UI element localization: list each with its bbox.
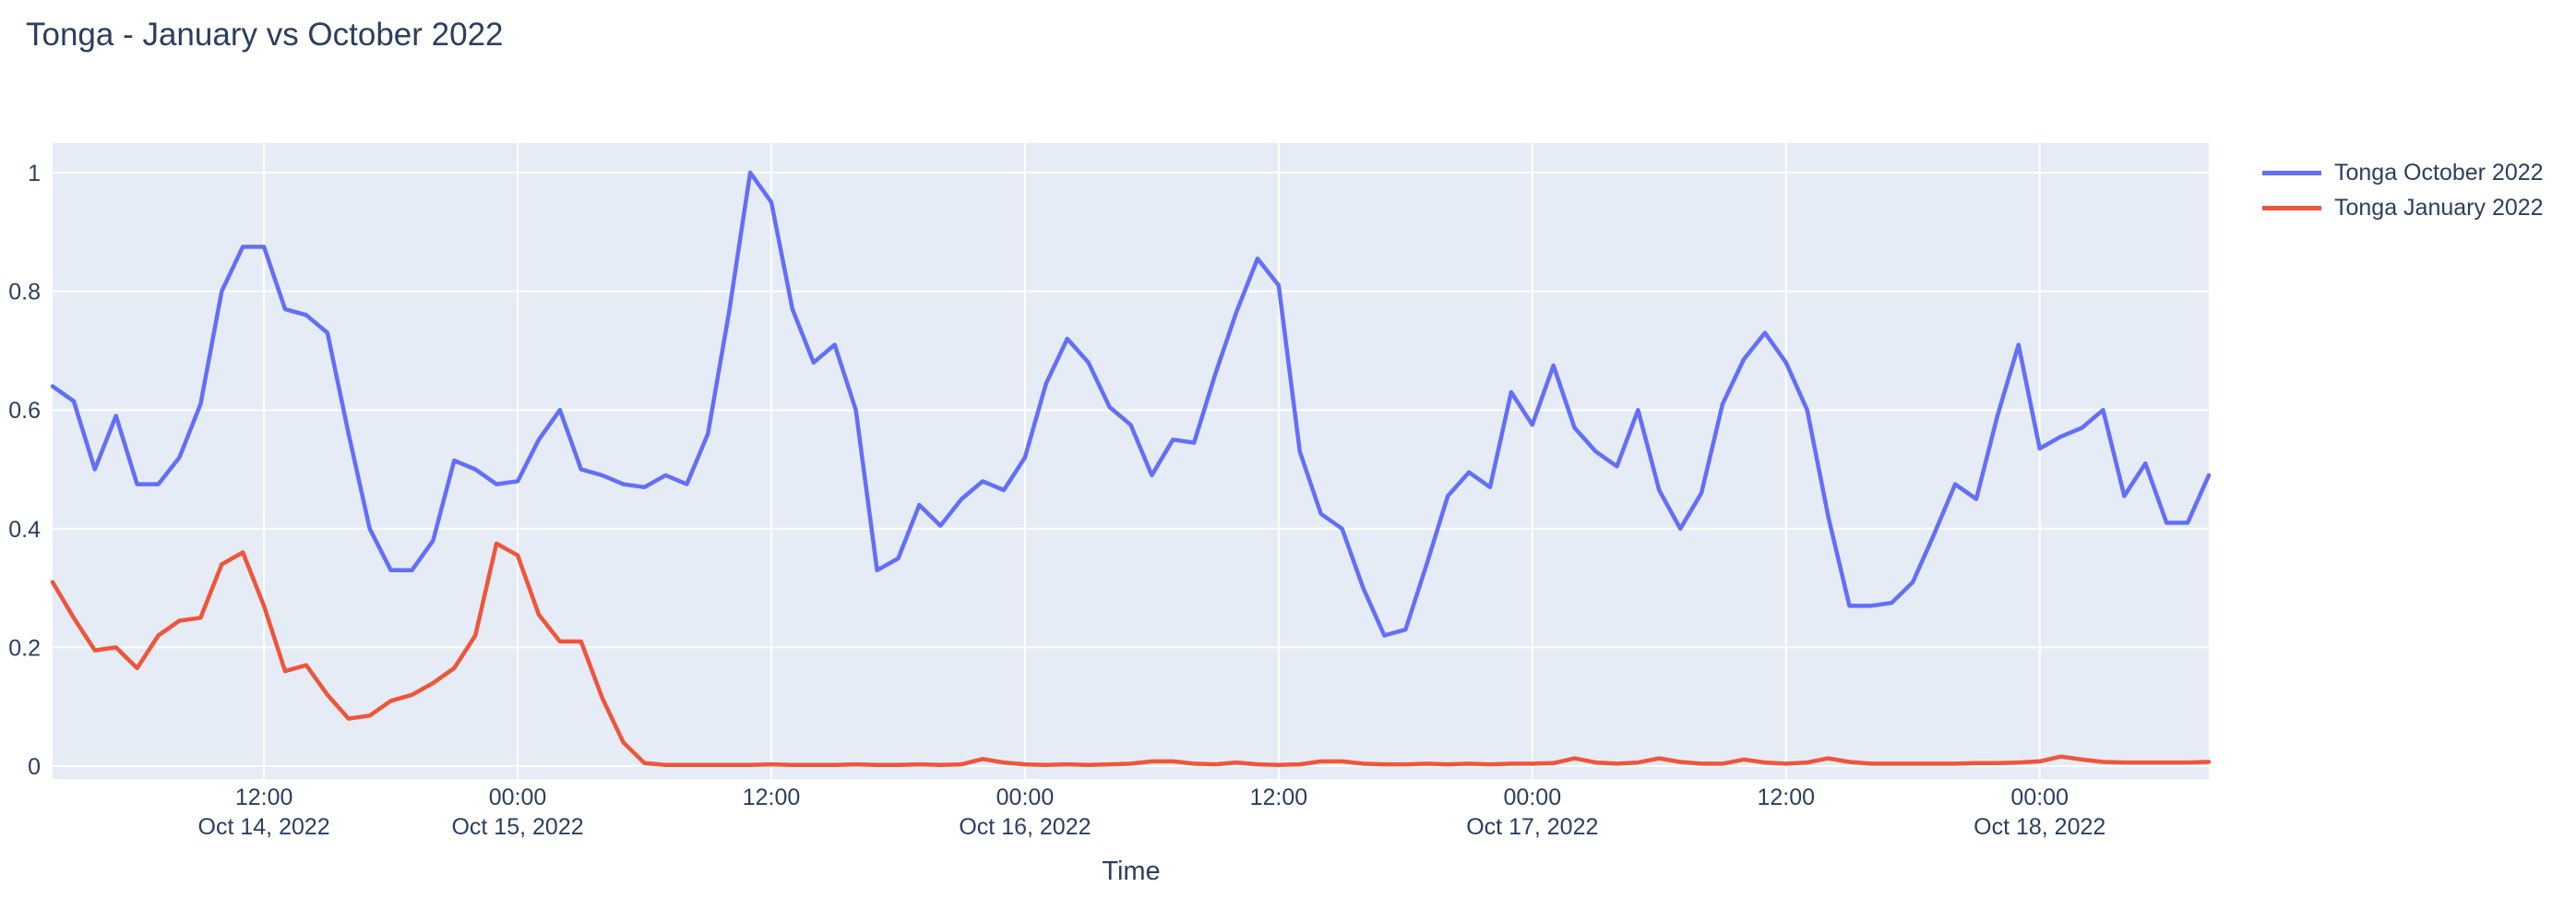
x-tick-date-label: Oct 15, 2022 [451,814,583,840]
x-tick-time-label: 12:00 [743,785,801,810]
legend: Tonga October 2022 Tonga January 2022 [2262,155,2544,225]
x-tick-time-label: 12:00 [235,785,293,810]
legend-label-october: Tonga October 2022 [2334,159,2544,186]
october-line-swatch [2262,170,2321,175]
x-tick-time-label: 00:00 [996,785,1055,810]
legend-item-october[interactable]: Tonga October 2022 [2262,155,2544,190]
legend-item-january[interactable]: Tonga January 2022 [2262,190,2544,225]
january-series-line [50,541,2212,767]
plot-background [53,143,2209,779]
x-tick-time-label: 00:00 [2010,785,2069,810]
y-tick-label: 1 [28,161,41,186]
x-tick-date-label: Oct 16, 2022 [959,814,1091,840]
x-axis-title: Time [1102,857,1161,886]
x-tick-time-label: 00:00 [489,785,547,810]
y-tick-label: 0.2 [8,635,41,661]
october-series-line [50,170,2212,638]
x-tick-time-label: 12:00 [1250,785,1308,810]
x-tick-time-label: 12:00 [1757,785,1815,810]
x-tick-date-label: Oct 14, 2022 [198,814,330,840]
x-tick-time-label: 00:00 [1504,785,1562,810]
x-tick-date-label: Oct 17, 2022 [1466,814,1598,840]
y-tick-label: 0.4 [8,517,41,543]
y-tick-label: 0.8 [8,280,41,306]
y-tick-label: 0 [28,754,41,780]
y-tick-label: 0.6 [8,398,41,424]
x-tick-date-label: Oct 18, 2022 [1974,814,2105,840]
january-line-swatch [2262,205,2321,210]
legend-label-january: Tonga January 2022 [2334,194,2544,221]
chart-title: Tonga - January vs October 2022 [26,17,504,53]
